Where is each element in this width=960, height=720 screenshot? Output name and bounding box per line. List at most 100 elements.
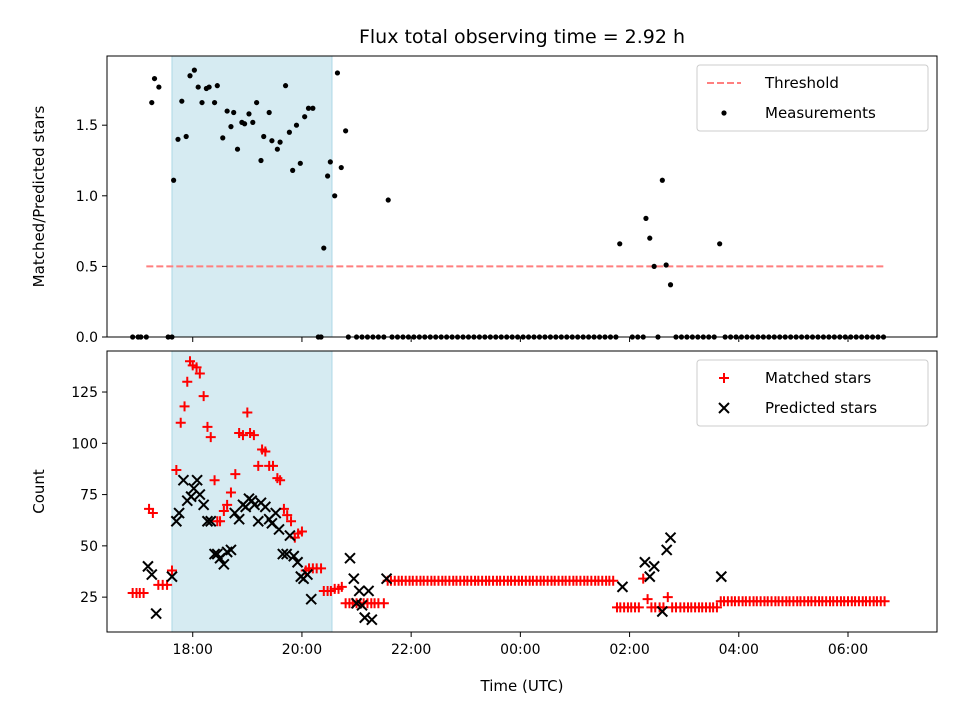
matched-star-point (253, 460, 264, 471)
axes-frame (106, 350, 938, 633)
matched-star-point (248, 430, 259, 441)
legend-label: Threshold (764, 74, 839, 92)
predicted-star-point (150, 607, 162, 620)
matched-star-point (175, 417, 186, 428)
predicted-star-point (273, 523, 285, 536)
legend: Matched stars Predicted stars (696, 359, 929, 427)
predicted-star-point (288, 550, 300, 562)
matched-star-point (179, 401, 190, 412)
measurement-point (617, 241, 623, 247)
predicted-star-point (201, 515, 214, 527)
predicted-star-point (248, 499, 261, 511)
matched-star-point (711, 602, 722, 613)
y-tick-label: 1.0 (76, 189, 98, 205)
measurement-point (647, 235, 653, 241)
predicted-star-point (305, 593, 317, 605)
predicted-star-point (270, 507, 282, 519)
measurement-point (310, 105, 316, 111)
measurement-point (250, 119, 256, 125)
matched-star-point (191, 362, 202, 373)
matched-star-point (182, 376, 193, 387)
measurement-point (286, 129, 292, 135)
matched-star-point (608, 575, 619, 586)
matched-star-point (209, 475, 220, 486)
measurement-point (325, 173, 331, 179)
measurement-point (234, 146, 241, 152)
predicted-star-point (648, 560, 660, 573)
predicted-star-point (194, 488, 206, 501)
measurement-point (334, 70, 341, 76)
predicted-star-point (664, 531, 677, 544)
predicted-star-point (715, 570, 728, 583)
predicted-star-point (277, 548, 289, 560)
y-tick-label: 0.0 (76, 330, 98, 346)
predicted-star-point (142, 560, 154, 573)
matched-star-point (138, 588, 149, 599)
measurement-point (231, 109, 237, 116)
predicted-star-point (233, 513, 245, 525)
measurement-point (667, 282, 674, 288)
measurement-point (290, 167, 296, 173)
predicted-star-point (166, 570, 178, 583)
legend: Threshold Measurements (696, 64, 929, 132)
predicted-star-point (284, 529, 296, 542)
measurement-point (297, 160, 303, 166)
measurement-point (211, 99, 218, 106)
measurement-point (385, 197, 391, 203)
y-tick-label: 125 (71, 385, 98, 401)
x-tick-label: 06:00 (828, 642, 868, 658)
observing-window-shade (171, 350, 333, 633)
predicted-star-point (644, 570, 656, 583)
predicted-star-point (353, 585, 365, 597)
matched-star-point (222, 499, 233, 510)
matched-star-point (633, 602, 644, 613)
y-tick-label: 100 (71, 436, 98, 452)
measurement-point (332, 193, 338, 199)
predicted-star-point (280, 548, 293, 560)
predicted-star-point (348, 572, 360, 585)
legend-predicted-swatch (718, 402, 730, 414)
measurement-point (717, 241, 723, 247)
x-tick-label: 22:00 (391, 642, 431, 658)
predicted-star-point (359, 611, 371, 624)
predicted-star-point (177, 474, 190, 486)
axes-frame (106, 55, 938, 338)
matched-star-point (225, 487, 236, 498)
x-tick-label: 02:00 (609, 642, 649, 658)
predicted-star-point (252, 515, 264, 527)
measurement-point (651, 263, 657, 269)
measurement-point (179, 98, 185, 104)
predicted-star-point (197, 499, 210, 511)
measurement-point (266, 109, 272, 116)
matched-star-point (286, 516, 297, 527)
matched-star-point (198, 391, 209, 402)
predicted-star-point (259, 501, 272, 513)
measurement-point (305, 105, 312, 111)
matched-star-point (879, 596, 890, 607)
legend-matched-swatch (719, 373, 729, 383)
legend-box (696, 64, 929, 132)
measurement-point (293, 122, 300, 128)
measurement-point (175, 136, 181, 142)
predicted-star-point (191, 474, 203, 486)
series-predicted-stars (142, 474, 728, 626)
matched-star-point (166, 565, 177, 576)
measurement-point (242, 121, 248, 127)
predicted-star-point (170, 515, 183, 527)
y-tick-label: 0.5 (76, 259, 98, 275)
chart-title: Flux total observing time = 2.92 h (359, 26, 685, 48)
predicted-star-point (185, 490, 197, 503)
matched-star-point (205, 432, 216, 443)
x-tick-label: 20:00 (282, 642, 322, 658)
predicted-star-point (205, 515, 217, 527)
measurement-point (282, 83, 289, 89)
y-axis-label: Matched/Predicted stars (30, 106, 48, 288)
predicted-star-point (616, 581, 629, 593)
y-tick-label: 75 (80, 488, 98, 504)
measurement-point (659, 177, 665, 183)
matched-star-point (296, 526, 307, 537)
measurement-point (156, 84, 162, 90)
measurement-point (321, 245, 327, 251)
predicted-star-point (344, 552, 356, 564)
